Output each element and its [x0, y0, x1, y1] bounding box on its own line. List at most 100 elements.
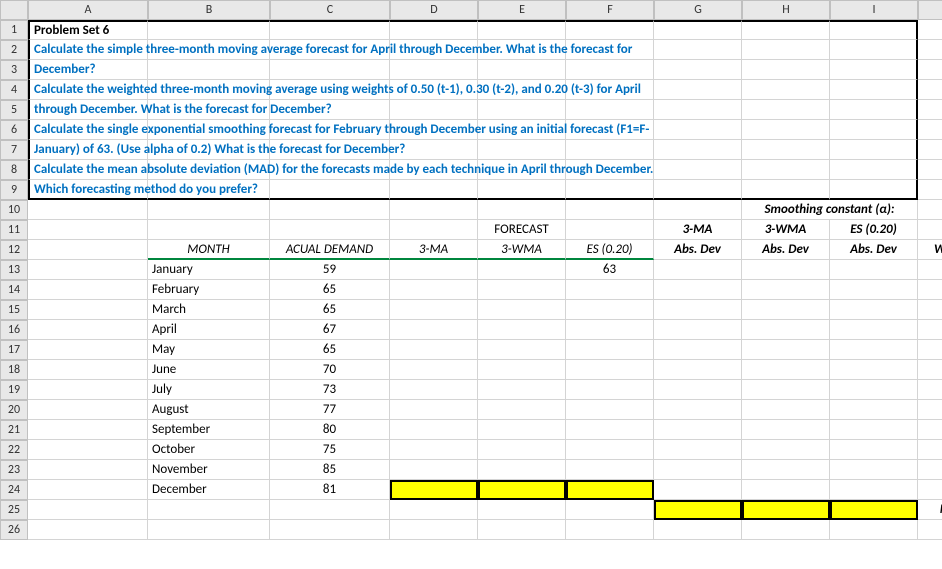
- header-absdev-g[interactable]: Abs. Dev: [654, 240, 742, 260]
- cell-B11[interactable]: [148, 220, 270, 240]
- cell-B1[interactable]: [148, 20, 270, 40]
- cell-I3[interactable]: [830, 60, 918, 80]
- cell-C1[interactable]: [270, 20, 390, 40]
- cell-H13[interactable]: [742, 260, 830, 280]
- col-header-G[interactable]: G: [654, 0, 742, 20]
- cell-E10[interactable]: [478, 200, 566, 220]
- cell-I19[interactable]: [830, 380, 918, 400]
- row-header-18[interactable]: 18: [0, 360, 28, 380]
- col-header-F[interactable]: F: [566, 0, 654, 20]
- cell-H26[interactable]: [742, 520, 830, 540]
- cell-E15[interactable]: [478, 300, 566, 320]
- demand-6[interactable]: 73: [270, 380, 390, 400]
- demand-9[interactable]: 75: [270, 440, 390, 460]
- cell-E23[interactable]: [478, 460, 566, 480]
- cell-G22[interactable]: [654, 440, 742, 460]
- cell-D25[interactable]: [390, 500, 478, 520]
- cell-I23[interactable]: [830, 460, 918, 480]
- cell-H6[interactable]: [742, 120, 830, 140]
- cell-D20[interactable]: [390, 400, 478, 420]
- row-header-1[interactable]: 1: [0, 20, 28, 40]
- col-header-C[interactable]: C: [270, 0, 390, 20]
- cell-A20[interactable]: [28, 400, 148, 420]
- cell-I8[interactable]: [830, 160, 918, 180]
- row-header-26[interactable]: 26: [0, 520, 28, 540]
- cell-D10[interactable]: [390, 200, 478, 220]
- problem-line-4[interactable]: through December. What is the forecast f…: [28, 100, 148, 120]
- cell-G26[interactable]: [654, 520, 742, 540]
- cell-A24[interactable]: [28, 480, 148, 500]
- cell-F25[interactable]: [566, 500, 654, 520]
- cell-A13[interactable]: [28, 260, 148, 280]
- cell-G8[interactable]: [654, 160, 742, 180]
- cell-F7[interactable]: [566, 140, 654, 160]
- cell-A14[interactable]: [28, 280, 148, 300]
- cell-A25[interactable]: [28, 500, 148, 520]
- row-header-9[interactable]: 9: [0, 180, 28, 200]
- cell-J3[interactable]: [918, 60, 942, 80]
- cell-G17[interactable]: [654, 340, 742, 360]
- mad-input-G25[interactable]: [654, 500, 742, 520]
- cell-G13[interactable]: [654, 260, 742, 280]
- month-name-4[interactable]: May: [148, 340, 270, 360]
- cell-E22[interactable]: [478, 440, 566, 460]
- cell-A21[interactable]: [28, 420, 148, 440]
- problem-line-2[interactable]: December?: [28, 60, 148, 80]
- cell-D19[interactable]: [390, 380, 478, 400]
- mad-input-H25[interactable]: [742, 500, 830, 520]
- cell-E19[interactable]: [478, 380, 566, 400]
- problem-line-6[interactable]: January) of 63. (Use alpha of 0.2) What …: [28, 140, 148, 160]
- row-header-10[interactable]: 10: [0, 200, 28, 220]
- header-absdev-i[interactable]: Abs. Dev: [830, 240, 918, 260]
- cell-H9[interactable]: [742, 180, 830, 200]
- cell-G15[interactable]: [654, 300, 742, 320]
- demand-4[interactable]: 65: [270, 340, 390, 360]
- cell-J6[interactable]: [918, 120, 942, 140]
- cell-G7[interactable]: [654, 140, 742, 160]
- demand-10[interactable]: 85: [270, 460, 390, 480]
- problem-line-7[interactable]: Calculate the mean absolute deviation (M…: [28, 160, 148, 180]
- cell-A18[interactable]: [28, 360, 148, 380]
- cell-I24[interactable]: [830, 480, 918, 500]
- page-title[interactable]: Problem Set 6: [28, 20, 148, 40]
- cell-H7[interactable]: [742, 140, 830, 160]
- demand-11[interactable]: 81: [270, 480, 390, 500]
- cell-E20[interactable]: [478, 400, 566, 420]
- cell-J21[interactable]: [918, 420, 942, 440]
- cell-F15[interactable]: [566, 300, 654, 320]
- cell-J4[interactable]: [918, 80, 942, 100]
- cell-G5[interactable]: [654, 100, 742, 120]
- cell-I15[interactable]: [830, 300, 918, 320]
- header-3ma[interactable]: 3-MA: [390, 240, 478, 260]
- cell-A22[interactable]: [28, 440, 148, 460]
- month-name-7[interactable]: August: [148, 400, 270, 420]
- cell-A19[interactable]: [28, 380, 148, 400]
- forecast-input-F24[interactable]: [566, 480, 654, 500]
- cell-F11[interactable]: [566, 220, 654, 240]
- cell-D21[interactable]: [390, 420, 478, 440]
- cell-B10[interactable]: [148, 200, 270, 220]
- row-header-6[interactable]: 6: [0, 120, 28, 140]
- cell-H19[interactable]: [742, 380, 830, 400]
- cell-B26[interactable]: [148, 520, 270, 540]
- cell-I2[interactable]: [830, 40, 918, 60]
- demand-1[interactable]: 65: [270, 280, 390, 300]
- cell-J19[interactable]: [918, 380, 942, 400]
- cell-E9[interactable]: [478, 180, 566, 200]
- row-header-15[interactable]: 15: [0, 300, 28, 320]
- cell-A10[interactable]: [28, 200, 148, 220]
- demand-2[interactable]: 65: [270, 300, 390, 320]
- weight-1[interactable]: 0.3: [918, 280, 942, 300]
- cell-E7[interactable]: [478, 140, 566, 160]
- cell-G19[interactable]: [654, 380, 742, 400]
- cell-I22[interactable]: [830, 440, 918, 460]
- cell-A15[interactable]: [28, 300, 148, 320]
- smoothing-value[interactable]: 0.2: [918, 200, 942, 220]
- cell-D9[interactable]: [390, 180, 478, 200]
- cell-D13[interactable]: [390, 260, 478, 280]
- cell-H21[interactable]: [742, 420, 830, 440]
- cell-G14[interactable]: [654, 280, 742, 300]
- cell-H3[interactable]: [742, 60, 830, 80]
- cell-H24[interactable]: [742, 480, 830, 500]
- header-es[interactable]: ES (0.20): [566, 240, 654, 260]
